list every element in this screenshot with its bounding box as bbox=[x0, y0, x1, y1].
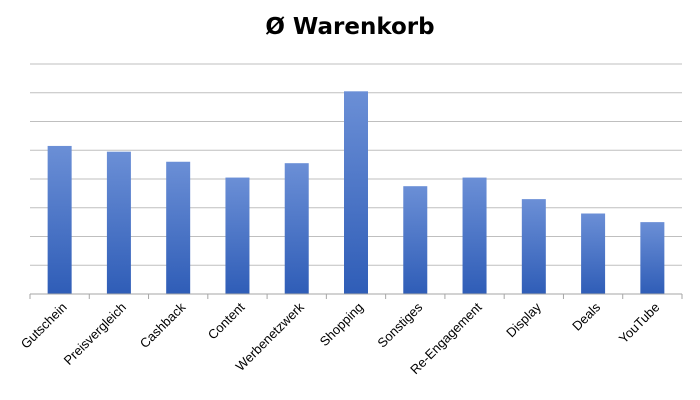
x-tick-label: Display bbox=[503, 299, 544, 340]
bar-re-engagement bbox=[462, 177, 487, 294]
bar-gutschein bbox=[47, 145, 72, 294]
x-tick-label: Gutschein bbox=[18, 300, 70, 352]
x-tick-label: Deals bbox=[569, 299, 603, 333]
x-tick-label: Content bbox=[205, 299, 248, 342]
bar-cashback bbox=[166, 161, 191, 294]
bar-content bbox=[225, 177, 250, 294]
x-tick-label: Shopping bbox=[317, 300, 366, 349]
x-tick-label: Cashback bbox=[137, 299, 189, 351]
bar-deals bbox=[581, 213, 606, 294]
bar-shopping bbox=[344, 91, 368, 294]
bars bbox=[47, 91, 665, 294]
bar-youtube bbox=[640, 222, 665, 294]
bar-werbenetzwerk bbox=[284, 163, 309, 294]
bar-display bbox=[521, 199, 546, 294]
x-tick-label: Preisvergleich bbox=[61, 300, 129, 368]
x-tick-label: Sonstiges bbox=[374, 299, 425, 350]
bar-preisvergleich bbox=[106, 151, 131, 294]
bar-sonstiges bbox=[403, 186, 428, 294]
chart-title: Ø Warenkorb bbox=[265, 14, 435, 40]
x-axis bbox=[29, 293, 683, 299]
x-tick-label: YouTube bbox=[616, 300, 663, 347]
